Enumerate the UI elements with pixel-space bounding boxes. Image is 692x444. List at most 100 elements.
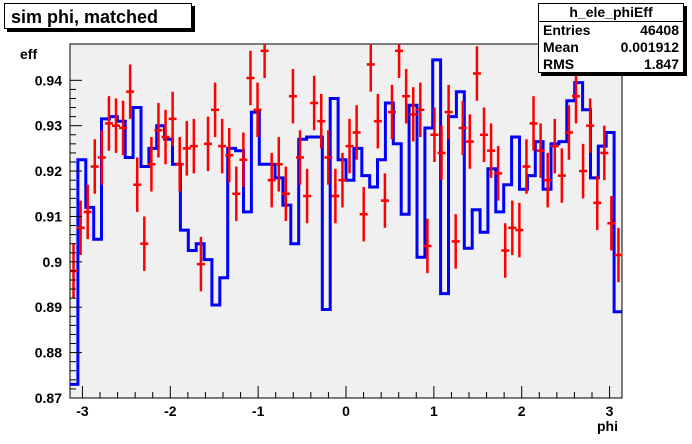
data-point <box>614 227 623 283</box>
data-point <box>161 109 170 165</box>
data-point <box>607 196 616 251</box>
data-point <box>76 200 85 256</box>
data-point <box>564 105 573 160</box>
data-point <box>345 118 354 174</box>
x-tick-label: 3 <box>606 403 614 419</box>
data-point <box>388 84 396 140</box>
data-point <box>543 152 552 208</box>
data-point <box>373 93 382 149</box>
data-point <box>97 130 106 185</box>
data-point <box>189 118 198 174</box>
data-point <box>508 200 517 256</box>
histogram-layer <box>70 58 622 386</box>
data-point <box>572 68 580 124</box>
data-point <box>437 125 446 181</box>
stats-row-mean: Mean 0.001912 <box>539 39 683 56</box>
data-point <box>402 68 411 124</box>
data-point <box>522 139 531 194</box>
data-point <box>225 127 234 183</box>
stats-row-entries: Entries 46408 <box>539 22 683 39</box>
data-point <box>140 216 149 271</box>
stats-box: h_ele_phiEff Entries 46408 Mean 0.001912… <box>538 3 684 73</box>
data-point <box>211 82 220 138</box>
y-tick-label: 0.89 <box>35 299 62 315</box>
data-point <box>359 186 368 242</box>
data-point <box>296 130 304 185</box>
data-points-layer <box>69 44 623 299</box>
data-point <box>90 139 99 194</box>
data-point <box>182 121 191 176</box>
data-point <box>274 137 283 192</box>
data-point <box>480 107 488 162</box>
y-tick-label: 0.9 <box>43 254 63 270</box>
y-tick-label: 0.92 <box>35 163 62 179</box>
data-point <box>267 152 276 208</box>
data-point <box>218 118 227 174</box>
data-point <box>487 123 496 178</box>
data-point <box>317 93 326 149</box>
data-point <box>83 184 92 240</box>
data-point <box>175 137 184 192</box>
data-point <box>331 168 340 224</box>
y-tick-label: 0.88 <box>35 345 62 361</box>
data-point <box>232 166 241 221</box>
stats-value: 46408 <box>640 22 679 38</box>
data-point <box>515 202 524 258</box>
data-point <box>253 82 262 138</box>
data-point <box>204 116 212 172</box>
stats-value: 0.001912 <box>620 39 679 55</box>
stats-value: 1.847 <box>643 56 679 72</box>
data-point <box>154 103 163 158</box>
data-point <box>133 157 142 212</box>
data-point <box>246 50 255 106</box>
data-point <box>395 44 404 79</box>
data-point <box>472 46 481 101</box>
data-point <box>444 84 453 140</box>
y-tick-label: 0.93 <box>35 118 62 134</box>
histogram-series <box>70 58 622 386</box>
x-tick-label: 1 <box>430 403 438 419</box>
data-point <box>494 146 503 201</box>
data-point <box>288 68 297 124</box>
data-point <box>451 214 460 269</box>
stats-row-rms: RMS 1.847 <box>539 56 683 73</box>
data-point <box>112 98 120 153</box>
data-point <box>104 96 113 151</box>
x-tick-label: 0 <box>342 403 350 419</box>
data-point <box>536 123 545 178</box>
x-axis-title: phi <box>597 418 618 434</box>
data-point <box>147 137 156 192</box>
data-point <box>338 152 347 208</box>
data-point <box>196 236 205 292</box>
stats-label: RMS <box>543 56 575 72</box>
data-point <box>430 107 439 162</box>
stats-histogram-name: h_ele_phiEff <box>539 4 683 22</box>
data-point <box>465 114 474 169</box>
data-point <box>409 87 418 142</box>
data-point <box>423 218 432 274</box>
x-tick-label: -2 <box>164 403 177 419</box>
data-point <box>586 98 595 153</box>
data-point <box>529 96 538 151</box>
data-point <box>281 166 290 221</box>
y-tick-label: 0.87 <box>35 390 62 406</box>
data-point <box>119 100 128 156</box>
data-point <box>260 44 269 79</box>
data-point <box>600 125 609 181</box>
data-point <box>310 75 319 131</box>
x-tick-label: 2 <box>518 403 526 419</box>
data-point <box>352 105 361 160</box>
data-point <box>366 44 375 92</box>
y-axis-title: eff <box>20 46 38 62</box>
x-tick-label: -1 <box>252 403 265 419</box>
stats-label: Entries <box>543 22 591 38</box>
data-point <box>416 82 425 138</box>
chart-title: sim phi, matched <box>4 3 192 29</box>
data-point <box>579 143 588 199</box>
y-tick-label: 0.94 <box>35 72 62 88</box>
x-tick-label: -3 <box>76 403 89 419</box>
data-point <box>239 132 248 187</box>
data-point <box>501 223 510 278</box>
data-point <box>324 130 333 185</box>
